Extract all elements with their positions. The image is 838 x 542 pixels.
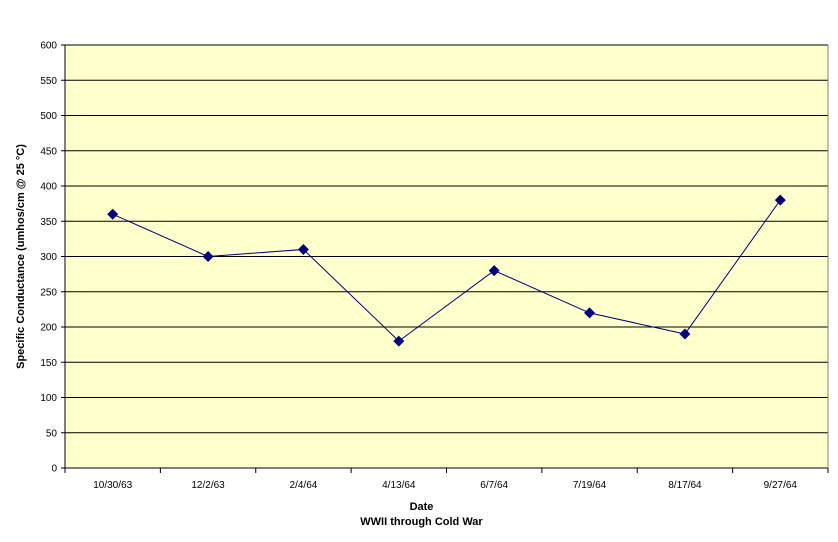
x-tick-label: 7/19/64 xyxy=(573,480,607,491)
data-point xyxy=(297,243,309,255)
data-point xyxy=(679,328,691,340)
x-axis-title: Date xyxy=(410,501,434,513)
x-tick-label: 10/30/63 xyxy=(93,480,132,491)
data-point xyxy=(488,265,500,277)
series-group xyxy=(107,194,786,347)
data-point xyxy=(202,251,214,262)
y-tick-label: 450 xyxy=(40,146,57,157)
x-tick-label: 12/2/63 xyxy=(191,480,225,491)
y-tick-label: 250 xyxy=(40,287,57,298)
y-tick-label: 50 xyxy=(46,428,58,439)
y-tick-label: 550 xyxy=(40,76,57,87)
x-tick-label: 6/7/64 xyxy=(480,480,508,491)
x-tick-label: 2/4/64 xyxy=(290,480,318,491)
y-tick-label: 600 xyxy=(40,41,57,52)
y-tick-label: 500 xyxy=(40,111,57,122)
y-axis-title: Specific Conductance (umhos/cm @ 25 °C) xyxy=(15,144,27,369)
data-point xyxy=(107,208,119,220)
x-tick-label: 4/13/64 xyxy=(382,480,416,491)
y-tick-label: 300 xyxy=(40,252,57,263)
data-point xyxy=(393,335,405,347)
y-tick-label: 400 xyxy=(40,182,57,193)
gridlines xyxy=(65,44,828,434)
y-tick-label: 0 xyxy=(51,464,57,475)
y-tick-label: 150 xyxy=(40,358,57,369)
y-tick-label: 350 xyxy=(40,217,57,228)
y-axis-ticks: 0 50 100 150 200 250 300 350 400 450 500 550 600 xyxy=(40,41,65,475)
x-axis-ticks: 10/30/63 12/2/63 2/4/64 4/13/64 6/7/64 7/19/6… xyxy=(64,468,829,491)
y-tick-label: 200 xyxy=(40,323,57,334)
data-point xyxy=(774,194,786,206)
x-axis-subtitle: WWII through Cold War xyxy=(360,516,483,528)
x-tick-label: 8/17/64 xyxy=(668,480,702,491)
data-point xyxy=(584,307,596,319)
y-tick-label: 100 xyxy=(40,393,57,404)
series-line xyxy=(112,199,781,342)
x-tick-label: 9/27/64 xyxy=(764,480,798,491)
